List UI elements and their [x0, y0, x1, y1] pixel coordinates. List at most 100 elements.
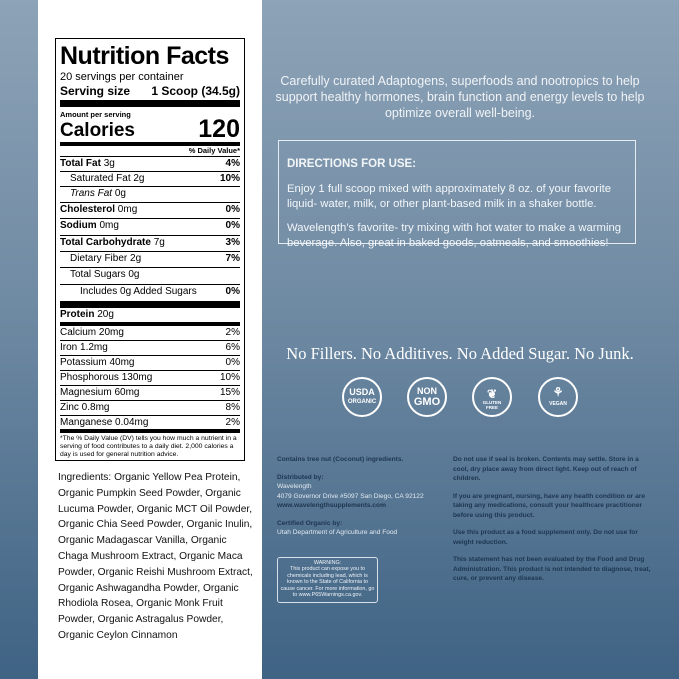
- mineral-row: Magnesium 60mg 15%: [60, 385, 240, 400]
- label-panel: [38, 0, 262, 679]
- badge-text: GMO: [413, 396, 441, 408]
- website-link[interactable]: www.wavelengthsupplements.com: [277, 502, 386, 509]
- mineral-label: Manganese 0.04mg: [60, 417, 149, 428]
- badge-text: FREE: [485, 405, 498, 410]
- divider: [60, 429, 240, 433]
- nutrient-dv: 0%: [225, 286, 240, 297]
- nutrient-row: Cholesterol 0mg 0%: [60, 202, 240, 217]
- gluten-free-icon: ❦ GLUTEN FREE: [472, 377, 512, 417]
- directions-text: Wavelength’s favorite- try mixing with h…: [287, 222, 622, 249]
- nutrient-row: Saturated Fat 2g 10%: [60, 171, 240, 186]
- distributor-label: Distributed by:: [277, 473, 324, 481]
- nutrient-dv: 4%: [225, 158, 240, 169]
- non-gmo-icon: NON GMO: [407, 377, 447, 417]
- nutrition-facts: Nutrition Facts 20 servings per containe…: [55, 38, 245, 461]
- nutrient-label: Trans Fat 0g: [70, 188, 126, 199]
- info-text: Use this product as a food supplement on…: [453, 529, 638, 546]
- right-info: Do not use if seal is broken. Contents m…: [453, 455, 653, 592]
- nutrient-row: Total Sugars 0g: [60, 267, 240, 282]
- directions-box: DIRECTIONS FOR USE: Enjoy 1 full scoop m…: [278, 140, 636, 249]
- mineral-label: Phosphorous 130mg: [60, 372, 153, 383]
- nutrient-label: Includes 0g Added Sugars: [80, 286, 197, 297]
- mineral-dv: 15%: [219, 387, 240, 398]
- calories: Calories 120: [60, 115, 240, 144]
- mineral-dv: 2%: [225, 417, 240, 428]
- nutrient-label: Total Carbohydrate 7g: [60, 237, 165, 248]
- divider: [60, 100, 240, 107]
- ingredients: Ingredients: Organic Yellow Pea Protein,…: [58, 472, 253, 641]
- warning-title: WARNING:: [313, 560, 342, 566]
- footnote: *The % Daily Value (DV) tells you how mu…: [60, 435, 237, 459]
- info-text: If you are pregnant, nursing, have any h…: [453, 492, 645, 519]
- certifier-label: Certified Organic by:: [277, 519, 343, 527]
- nutrient-label: Dietary Fiber 2g: [70, 253, 142, 264]
- badge-text: USDA: [349, 387, 375, 397]
- usda-organic-icon: USDA ORGANIC: [342, 377, 382, 417]
- mineral-dv: 0%: [225, 357, 240, 368]
- mineral-dv: 8%: [225, 402, 240, 413]
- serving-label: Serving size: [60, 84, 131, 98]
- allergen-text: Contains tree nut (Coconut) ingredients.: [277, 456, 404, 463]
- serving-value: 1 Scoop (34.5g): [151, 84, 240, 98]
- mineral-label: Magnesium 60mg: [60, 387, 140, 398]
- mineral-label: Zinc 0.8mg: [60, 402, 110, 413]
- certifier-name: Utah Department of Agriculture and Food: [277, 529, 398, 536]
- nutrient-row: Protein 20g: [60, 307, 240, 322]
- warning-text: This product can expose you to chemicals…: [280, 566, 375, 599]
- divider: [60, 142, 240, 146]
- nutrient-dv: 0%: [225, 220, 240, 231]
- nutrient-dv: 10%: [219, 173, 240, 184]
- nutrient-label: Saturated Fat 2g: [70, 173, 145, 184]
- calories-value: 120: [198, 115, 240, 143]
- nutrient-row: Dietary Fiber 2g 7%: [60, 251, 240, 266]
- calories-label: Calories: [60, 120, 135, 141]
- nutrient-dv: 0%: [225, 204, 240, 215]
- nutrient-row: Total Carbohydrate 7g 3%: [60, 235, 240, 250]
- dv-header: % Daily Value*: [188, 146, 240, 155]
- nutrient-dv: 7%: [225, 253, 240, 264]
- nutrition-title: Nutrition Facts: [60, 42, 229, 70]
- info-text: This statement has not been evaluated by…: [453, 556, 651, 582]
- mineral-dv: 10%: [219, 372, 240, 383]
- servings: 20 servings per container: [60, 71, 184, 83]
- nutrient-row: Total Fat 3g 4%: [60, 156, 240, 171]
- info-text: Do not use if seal is broken. Contents m…: [453, 456, 639, 482]
- directions-title: DIRECTIONS FOR USE:: [287, 158, 417, 170]
- mineral-row: Iron 1.2mg 6%: [60, 340, 240, 355]
- mineral-row: Zinc 0.8mg 8%: [60, 400, 240, 415]
- distributor-name: Wavelength: [277, 483, 312, 490]
- mineral-row: Calcium 20mg 2%: [60, 325, 240, 340]
- divider: [60, 301, 240, 308]
- nutrient-label: Cholesterol 0mg: [60, 204, 138, 215]
- mineral-label: Iron 1.2mg: [60, 342, 108, 353]
- tagline: Carefully curated Adaptogens, superfoods…: [275, 74, 645, 120]
- mineral-label: Calcium 20mg: [60, 327, 124, 338]
- nutrient-row: Trans Fat 0g: [60, 186, 240, 201]
- mineral-row: Phosphorous 130mg 10%: [60, 370, 240, 385]
- prop65-warning: WARNING: This product can expose you to c…: [277, 557, 378, 603]
- directions-text: Enjoy 1 full scoop mixed with approximat…: [287, 183, 611, 210]
- badge-text: GLUTEN: [482, 400, 502, 405]
- nutrient-label: Total Sugars 0g: [70, 269, 140, 280]
- mineral-dv: 2%: [225, 327, 240, 338]
- vegan-icon: ⚘ VEGAN: [538, 377, 578, 417]
- mineral-label: Potassium 40mg: [60, 357, 135, 368]
- nutrient-label: Protein 20g: [60, 309, 114, 320]
- nutrient-label: Sodium 0mg: [60, 220, 119, 231]
- distributor-address: 4079 Governor Drive #5097 San Diego, CA …: [277, 492, 424, 500]
- amount-label: Amount per serving: [60, 110, 131, 119]
- mineral-row: Potassium 40mg 0%: [60, 355, 240, 370]
- serving-size: Serving size 1 Scoop (34.5g): [60, 84, 240, 98]
- nutrient-label: Total Fat 3g: [60, 158, 115, 169]
- left-info: Contains tree nut (Coconut) ingredients.…: [277, 455, 447, 538]
- badge-text: ORGANIC: [347, 399, 377, 405]
- mineral-row: Manganese 0.04mg 2%: [60, 415, 240, 430]
- slogan: No Fillers. No Additives. No Added Sugar…: [286, 344, 634, 363]
- nutrient-row: Sodium 0mg 0%: [60, 218, 240, 233]
- nutrient-row: Includes 0g Added Sugars 0%: [60, 284, 240, 299]
- badge-text: NON: [417, 386, 437, 396]
- badge-text: VEGAN: [549, 401, 567, 407]
- mineral-dv: 6%: [225, 342, 240, 353]
- divider: [60, 322, 240, 326]
- nutrient-dv: 3%: [225, 237, 240, 248]
